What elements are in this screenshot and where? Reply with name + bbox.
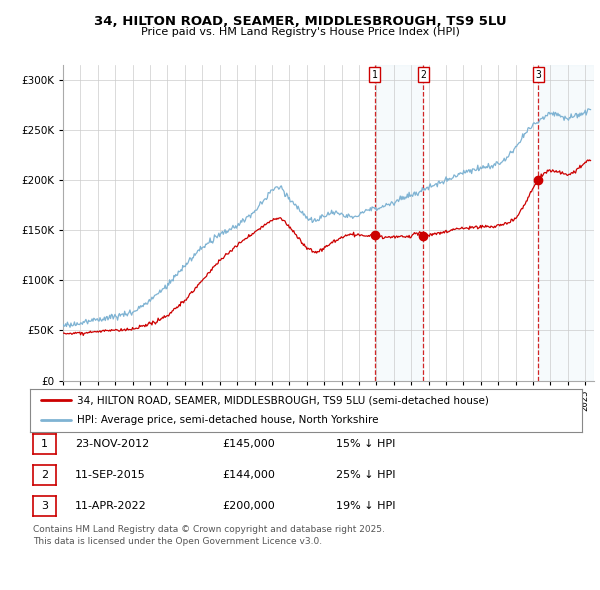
Text: 34, HILTON ROAD, SEAMER, MIDDLESBROUGH, TS9 5LU (semi-detached house): 34, HILTON ROAD, SEAMER, MIDDLESBROUGH, …: [77, 395, 489, 405]
Text: Contains HM Land Registry data © Crown copyright and database right 2025.: Contains HM Land Registry data © Crown c…: [33, 525, 385, 534]
Text: 23-NOV-2012: 23-NOV-2012: [75, 439, 149, 448]
Text: 2: 2: [41, 470, 48, 480]
Text: £145,000: £145,000: [222, 439, 275, 448]
Text: This data is licensed under the Open Government Licence v3.0.: This data is licensed under the Open Gov…: [33, 537, 322, 546]
Text: 3: 3: [535, 70, 541, 80]
Text: 11-APR-2022: 11-APR-2022: [75, 501, 147, 510]
Text: 2: 2: [421, 70, 427, 80]
Bar: [374, 65, 424, 381]
Text: £200,000: £200,000: [222, 501, 275, 510]
Text: 19% ↓ HPI: 19% ↓ HPI: [336, 501, 395, 510]
Text: 25% ↓ HPI: 25% ↓ HPI: [336, 470, 395, 480]
Text: 15% ↓ HPI: 15% ↓ HPI: [336, 439, 395, 448]
Text: 11-SEP-2015: 11-SEP-2015: [75, 470, 146, 480]
Text: 3: 3: [41, 501, 48, 510]
Text: £144,000: £144,000: [222, 470, 275, 480]
Text: HPI: Average price, semi-detached house, North Yorkshire: HPI: Average price, semi-detached house,…: [77, 415, 379, 425]
Bar: [538, 65, 594, 381]
Text: 1: 1: [371, 70, 377, 80]
Text: 34, HILTON ROAD, SEAMER, MIDDLESBROUGH, TS9 5LU: 34, HILTON ROAD, SEAMER, MIDDLESBROUGH, …: [94, 15, 506, 28]
Text: 1: 1: [41, 439, 48, 448]
Text: Price paid vs. HM Land Registry's House Price Index (HPI): Price paid vs. HM Land Registry's House …: [140, 27, 460, 37]
